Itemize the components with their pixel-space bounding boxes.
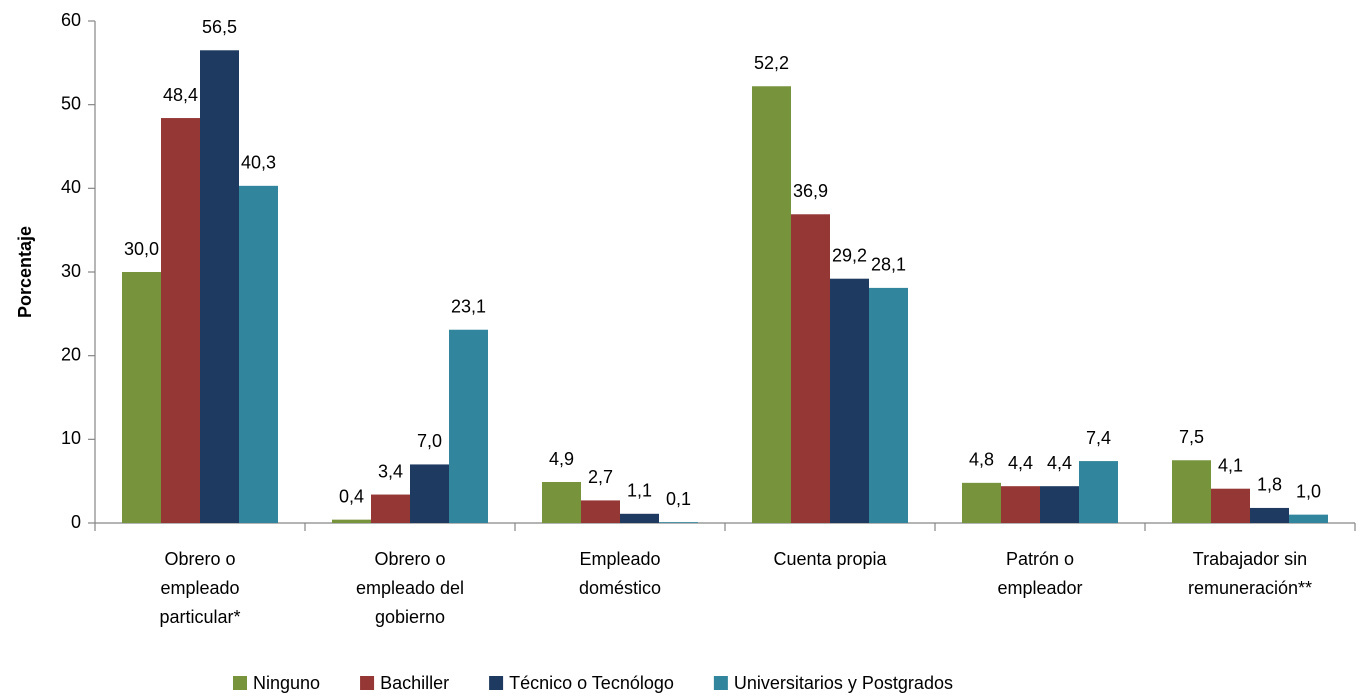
data-label: 1,8: [1257, 475, 1282, 495]
x-tick-label: Obrero o empleado del gobierno: [356, 549, 464, 627]
bar: [1040, 486, 1079, 523]
bar: [1250, 507, 1289, 523]
bar: [1289, 514, 1328, 523]
y-tick-label: 20: [61, 344, 81, 364]
bar: [830, 278, 869, 523]
legend-label: Universitarios y Postgrados: [734, 673, 953, 693]
data-label: 1,0: [1296, 481, 1321, 501]
bar: [332, 519, 371, 523]
bar: [122, 272, 161, 523]
bar: [752, 86, 791, 523]
data-label: 4,9: [549, 449, 574, 469]
x-tick-label: Obrero o empleado particular*: [159, 549, 240, 627]
bar: [161, 118, 200, 523]
data-label: 7,0: [417, 431, 442, 451]
x-tick-label: Empleado doméstico: [579, 549, 661, 598]
data-label: 0,1: [666, 489, 691, 509]
data-label: 4,4: [1047, 453, 1072, 473]
legend-label: Técnico o Tecnólogo: [509, 673, 674, 693]
bar: [1001, 486, 1040, 523]
data-label: 52,2: [754, 53, 789, 73]
legend-swatch: [489, 676, 504, 690]
legend-label: Ninguno: [253, 673, 320, 693]
data-label: 1,1: [627, 481, 652, 501]
data-label: 40,3: [241, 153, 276, 173]
x-tick-label: Trabajador sin remuneración**: [1188, 549, 1312, 598]
bar: [869, 287, 908, 523]
bar: [581, 500, 620, 523]
data-label: 3,4: [378, 461, 403, 481]
data-label: 48,4: [163, 85, 198, 105]
data-label: 36,9: [793, 181, 828, 201]
data-label: 23,1: [451, 296, 486, 316]
bar: [1172, 460, 1211, 523]
data-label: 4,1: [1218, 455, 1243, 475]
legend-swatch: [713, 676, 728, 690]
data-label: 4,8: [969, 450, 994, 470]
bar: [962, 482, 1001, 523]
legend-swatch: [233, 676, 247, 690]
data-label: 2,7: [588, 467, 613, 487]
bar: [1079, 461, 1118, 523]
bar: [200, 50, 239, 524]
legend-swatch: [360, 676, 375, 690]
bar: [1211, 488, 1250, 523]
bar: [410, 464, 449, 523]
y-tick-label: 30: [61, 261, 81, 281]
bar: [449, 329, 488, 523]
data-label: 29,2: [832, 245, 867, 265]
y-axis-label: Porcentaje: [15, 226, 35, 318]
data-label: 30,0: [124, 239, 159, 259]
bar: [371, 494, 410, 523]
bar: [542, 482, 581, 523]
legend-label: Bachiller: [380, 673, 449, 693]
bar: [791, 214, 830, 523]
data-label: 0,4: [339, 486, 364, 506]
x-tick-label: Patrón o empleador: [997, 549, 1082, 598]
data-label: 7,4: [1086, 428, 1111, 448]
data-label: 56,5: [202, 17, 237, 37]
data-label: 7,5: [1179, 427, 1204, 447]
data-label: 4,4: [1008, 453, 1033, 473]
data-label: 28,1: [871, 255, 906, 275]
y-tick-label: 10: [61, 428, 81, 448]
y-tick-label: 0: [71, 512, 81, 532]
y-tick-label: 50: [61, 93, 81, 113]
y-tick-label: 40: [61, 177, 81, 197]
x-tick-label: Cuenta propia: [773, 549, 887, 569]
bar: [659, 522, 698, 523]
bar: [620, 513, 659, 523]
bar: [239, 185, 278, 523]
y-tick-label: 60: [61, 10, 81, 30]
